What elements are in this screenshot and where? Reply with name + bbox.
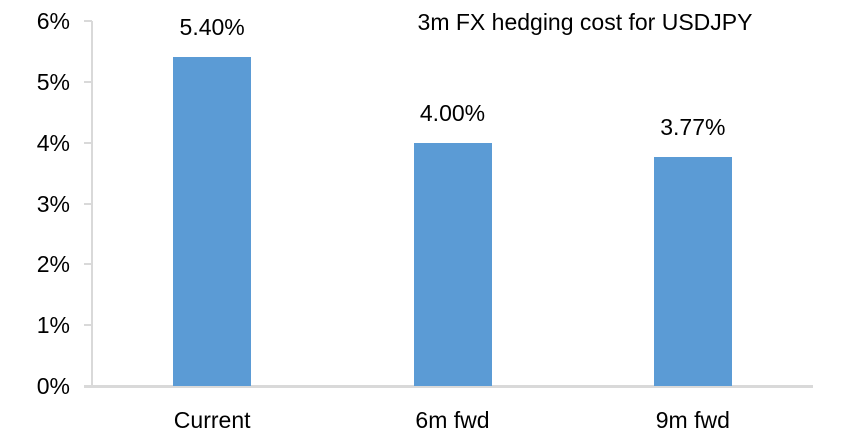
y-axis-tick [84,80,92,83]
y-axis-tick-label: 5% [36,68,70,95]
y-axis-tick-label: 2% [36,251,70,278]
y-axis-tick [84,141,92,144]
y-axis-tick-label: 3% [36,190,70,217]
bar-value-label: 4.00% [419,100,486,126]
x-axis-category-label: Current [173,407,251,433]
x-axis-category-label: 6m fwd [415,407,490,433]
bar-value-label: 5.40% [179,14,245,40]
y-axis-tick [84,324,92,327]
bar-9m-fwd [654,157,732,386]
x-axis-line [84,385,813,388]
y-axis-line [91,21,93,387]
y-axis-tick-label: 0% [36,373,70,399]
y-axis-tick [84,202,92,205]
y-axis-tick-label: 4% [36,129,70,156]
y-axis-tick-label: 1% [36,312,70,339]
y-axis-tick [84,20,92,22]
y-axis-tick [84,263,92,266]
bar-6m-fwd [414,143,492,386]
bar-value-label: 3.77% [660,114,726,140]
chart-title: 3m FX hedging cost for USDJPY [417,9,753,35]
bar-current [173,57,251,386]
y-axis-tick-label: 6% [36,8,70,34]
x-axis-category-label: 9m fwd [655,407,730,433]
y-axis-tick [84,385,92,387]
